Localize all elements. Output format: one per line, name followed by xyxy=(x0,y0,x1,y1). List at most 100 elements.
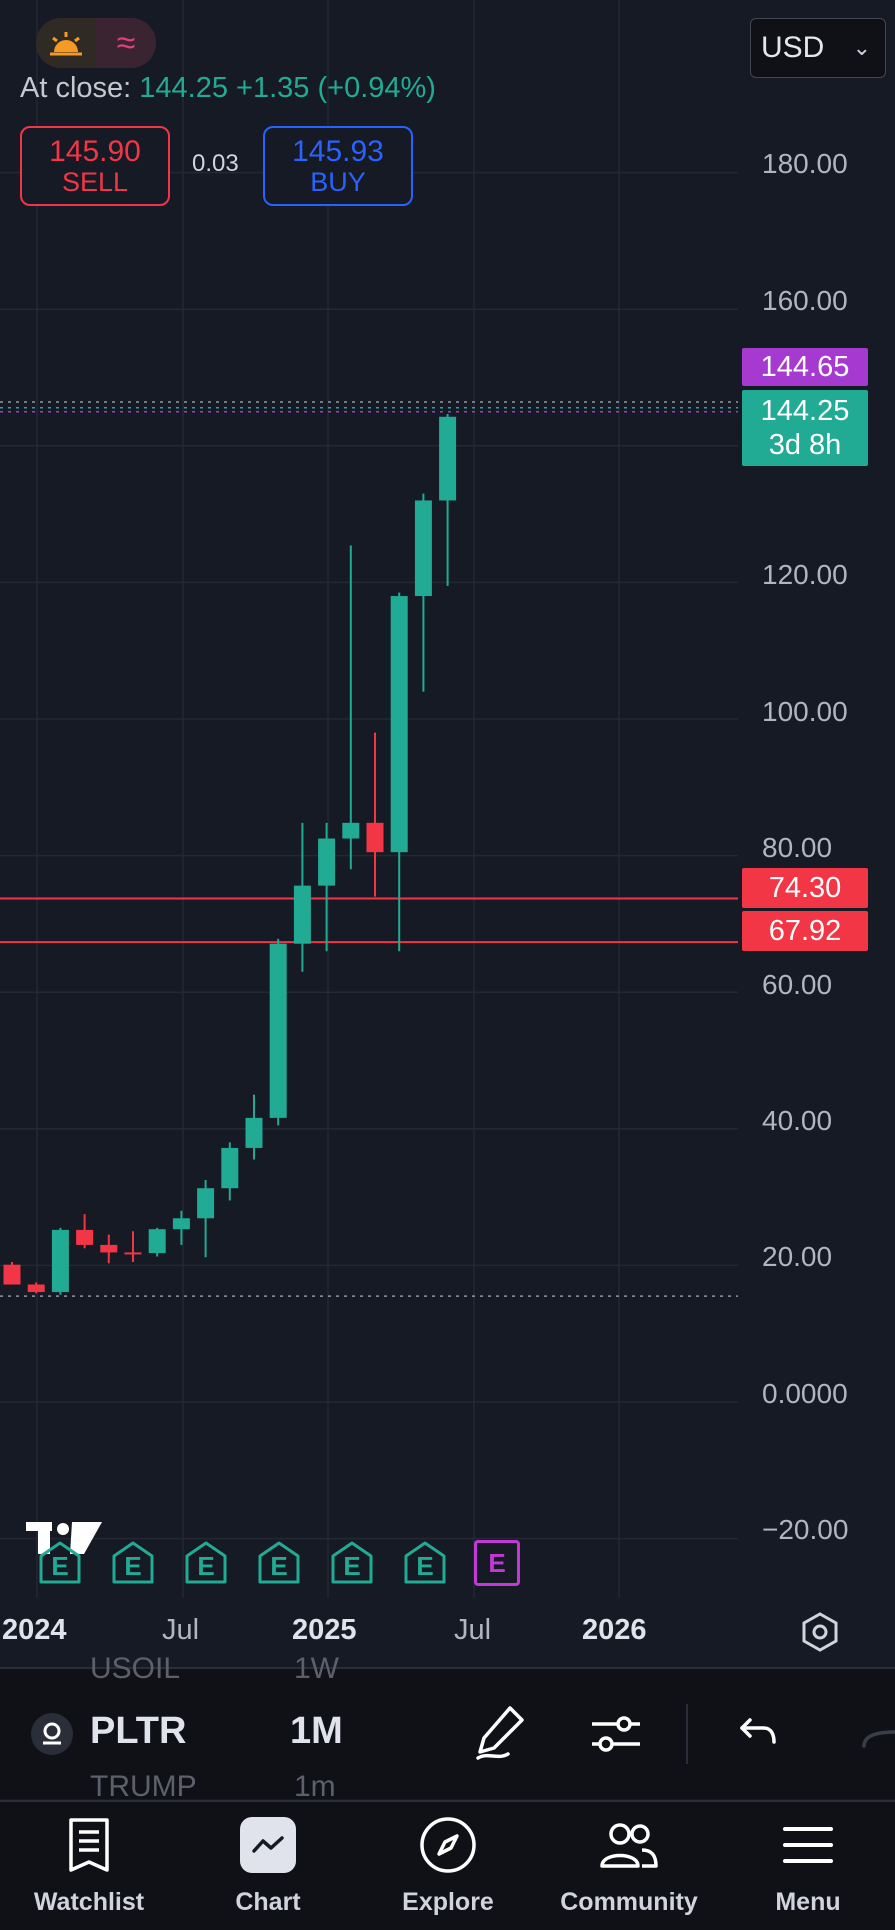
currency-select[interactable]: USD ⌄ xyxy=(750,18,886,78)
candles xyxy=(3,414,457,1295)
candle xyxy=(76,1214,94,1249)
buy-button[interactable]: 145.93 BUY xyxy=(263,126,413,206)
candle xyxy=(342,545,360,870)
candle-body xyxy=(100,1244,118,1253)
candle-body xyxy=(51,1229,69,1293)
nav-chart[interactable]: Chart xyxy=(188,1810,348,1917)
high-price-tag: 144.65 xyxy=(742,348,868,386)
spread-value: 0.03 xyxy=(192,150,239,177)
ghost-symbol-above: USOIL xyxy=(90,1652,181,1685)
y-tick-label: 160.00 xyxy=(762,285,848,316)
horizontal-lines xyxy=(0,401,738,1297)
toolbar-separator xyxy=(686,1704,688,1764)
line-price-tag-2[interactable]: 67.92 xyxy=(742,911,868,951)
toolbar-divider xyxy=(0,1667,895,1669)
line-price-tag-1[interactable]: 74.30 xyxy=(742,868,868,908)
undo-icon[interactable] xyxy=(738,1712,778,1757)
candle-body xyxy=(269,943,287,1118)
candle xyxy=(100,1234,118,1264)
symbol-logo-icon[interactable] xyxy=(30,1712,74,1761)
earnings-marker[interactable]: E xyxy=(329,1540,375,1586)
sun-icon[interactable] xyxy=(36,18,96,68)
indicator-pills[interactable]: ≈ xyxy=(36,18,156,68)
candle xyxy=(172,1210,190,1245)
pencil-icon[interactable] xyxy=(474,1704,526,1765)
candle xyxy=(51,1227,69,1295)
wave-icon[interactable]: ≈ xyxy=(96,18,156,68)
menu-icon xyxy=(728,1810,888,1880)
x-tick-label: Jul xyxy=(162,1614,200,1646)
candle xyxy=(221,1142,239,1201)
last-price-tag: 144.25 3d 8h xyxy=(742,390,868,466)
candle-body xyxy=(172,1218,190,1230)
nav-menu-label: Menu xyxy=(775,1888,841,1916)
candle xyxy=(269,938,287,1126)
candle xyxy=(245,1094,263,1160)
y-tick-label: 180.00 xyxy=(762,148,848,179)
y-tick-label: 0.0000 xyxy=(762,1378,848,1409)
earnings-marker[interactable]: E xyxy=(183,1540,229,1586)
at-close-change: +1.35 (+0.94%) xyxy=(236,72,436,104)
sell-price: 145.90 xyxy=(49,135,141,169)
chevron-down-icon: ⌄ xyxy=(852,35,871,60)
nav-community-label: Community xyxy=(560,1888,698,1916)
y-tick-label: −20.00 xyxy=(762,1514,849,1545)
watchlist-icon xyxy=(9,1810,169,1880)
community-icon xyxy=(549,1810,709,1880)
symbol-selector[interactable]: PLTR xyxy=(90,1710,187,1752)
candle xyxy=(318,822,336,952)
chart-settings-icon[interactable] xyxy=(798,1610,842,1659)
y-tick-label: 20.00 xyxy=(762,1241,833,1272)
indicator-settings-icon[interactable] xyxy=(590,1710,642,1763)
interval-selector[interactable]: 1M xyxy=(290,1710,343,1752)
candle xyxy=(197,1180,215,1258)
earnings-marker[interactable]: E xyxy=(37,1540,83,1586)
candle-body xyxy=(148,1229,166,1254)
nav-chart-label: Chart xyxy=(235,1888,301,1916)
earnings-marker-label: E xyxy=(488,1547,506,1578)
candle-body xyxy=(124,1252,142,1255)
nav-explore[interactable]: Explore xyxy=(368,1810,528,1917)
earnings-marker-label: E xyxy=(270,1550,288,1581)
candle-body xyxy=(366,822,384,853)
sell-button[interactable]: 145.90 SELL xyxy=(20,126,170,206)
earnings-marker[interactable]: E xyxy=(402,1540,448,1586)
earnings-marker[interactable]: E xyxy=(256,1540,302,1586)
candle-body xyxy=(414,500,432,597)
redo-icon[interactable] xyxy=(862,1716,895,1761)
candle-body xyxy=(439,416,457,501)
x-tick-label: 2025 xyxy=(292,1614,357,1646)
nav-menu[interactable]: Menu xyxy=(728,1810,888,1917)
candle xyxy=(27,1282,45,1294)
earnings-marker-label: E xyxy=(343,1550,361,1581)
candle-body xyxy=(318,838,336,886)
candle-body xyxy=(293,885,311,944)
at-close-label: At close: xyxy=(20,72,132,104)
candle xyxy=(148,1227,166,1257)
bottom-nav xyxy=(0,1800,895,1930)
nav-community[interactable]: Community xyxy=(549,1810,709,1917)
candle-body xyxy=(27,1284,45,1293)
ghost-interval-below: 1m xyxy=(294,1770,336,1803)
ghost-interval-above: 1W xyxy=(294,1652,339,1685)
sell-label: SELL xyxy=(61,166,129,197)
buy-price: 145.93 xyxy=(292,135,384,169)
y-tick-label: 80.00 xyxy=(762,832,833,863)
earnings-marker[interactable]: E xyxy=(110,1540,156,1586)
nav-watchlist-label: Watchlist xyxy=(33,1888,145,1916)
candle xyxy=(414,493,432,692)
price-chart[interactable] xyxy=(0,0,895,1660)
nav-watchlist[interactable]: Watchlist xyxy=(9,1810,169,1917)
earnings-marker[interactable]: E xyxy=(474,1540,520,1586)
candle-body xyxy=(221,1147,239,1189)
earnings-marker-label: E xyxy=(124,1550,142,1581)
candle-body xyxy=(197,1188,215,1219)
x-tick-label: 2024 xyxy=(2,1614,67,1646)
last-price: 144.25 xyxy=(760,395,850,427)
x-tick-label: 2026 xyxy=(582,1614,647,1646)
candle-body xyxy=(245,1117,263,1148)
currency-value: USD xyxy=(761,31,825,64)
ghost-symbol-below: TRUMP xyxy=(90,1770,197,1803)
y-tick-label: 40.00 xyxy=(762,1105,833,1136)
at-close-price: 144.25 xyxy=(139,72,228,104)
